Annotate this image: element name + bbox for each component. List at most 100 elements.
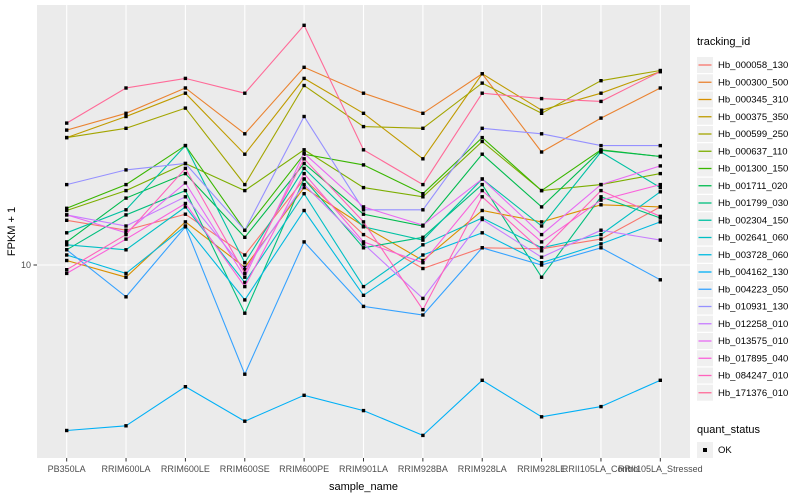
data-point bbox=[658, 205, 662, 209]
data-point bbox=[124, 213, 128, 217]
data-point bbox=[480, 246, 484, 250]
data-point bbox=[480, 231, 484, 235]
data-point bbox=[65, 208, 69, 213]
data-point bbox=[243, 235, 247, 239]
x-tick-label-1: RRIM600LA bbox=[102, 464, 151, 474]
data-point bbox=[421, 111, 425, 115]
data-point bbox=[599, 79, 603, 83]
x-tick-label-4: RRIM600PE bbox=[279, 464, 329, 474]
data-point bbox=[539, 108, 544, 112]
data-point bbox=[599, 198, 603, 202]
legend-label-Hb_001711_020: Hb_001711_020 bbox=[718, 181, 788, 192]
data-point bbox=[599, 404, 603, 409]
data-point bbox=[183, 205, 188, 209]
data-point bbox=[599, 246, 603, 250]
data-point bbox=[658, 190, 662, 194]
data-point bbox=[65, 135, 69, 140]
data-point bbox=[421, 261, 425, 265]
data-point bbox=[658, 378, 662, 382]
data-point bbox=[361, 408, 366, 413]
data-point bbox=[599, 228, 603, 232]
y-tick-label-0: 10 bbox=[21, 260, 31, 270]
data-point bbox=[65, 240, 69, 244]
data-point bbox=[539, 255, 544, 259]
data-point bbox=[243, 311, 247, 315]
data-point bbox=[361, 91, 366, 95]
legend-label-Hb_000375_350: Hb_000375_350 bbox=[718, 112, 788, 123]
legend-label-Hb_000637_110: Hb_000637_110 bbox=[718, 146, 788, 157]
data-point bbox=[421, 296, 425, 301]
data-point bbox=[480, 208, 484, 213]
data-point bbox=[480, 195, 484, 199]
data-point bbox=[539, 132, 544, 136]
data-point bbox=[183, 220, 188, 224]
data-point bbox=[302, 182, 306, 187]
data-point bbox=[124, 196, 128, 200]
data-point bbox=[658, 182, 662, 187]
series-Hb_004162_130 bbox=[65, 378, 662, 438]
data-point bbox=[65, 213, 69, 217]
data-point bbox=[539, 111, 544, 115]
legend-title-quant-status: quant_status bbox=[697, 424, 760, 436]
data-point bbox=[243, 280, 247, 285]
data-point bbox=[421, 433, 425, 438]
legend-label-Hb_002304_150: Hb_002304_150 bbox=[718, 215, 788, 226]
legend-label-Hb_017895_040: Hb_017895_040 bbox=[718, 353, 788, 364]
data-point bbox=[124, 424, 128, 428]
data-point bbox=[183, 188, 188, 193]
legend-label-Hb_004162_130: Hb_004162_130 bbox=[718, 267, 788, 278]
data-point bbox=[361, 212, 366, 216]
data-point bbox=[480, 72, 484, 76]
data-point bbox=[599, 150, 603, 154]
legend-label-Hb_012258_010: Hb_012258_010 bbox=[718, 319, 788, 330]
data-point bbox=[243, 275, 247, 279]
data-point bbox=[539, 415, 544, 419]
data-point bbox=[65, 243, 69, 247]
data-point bbox=[539, 232, 544, 237]
data-point bbox=[480, 182, 484, 187]
data-point bbox=[480, 378, 484, 382]
data-point bbox=[599, 143, 603, 148]
data-point bbox=[183, 201, 188, 206]
data-point bbox=[124, 275, 128, 279]
data-point bbox=[599, 91, 603, 95]
x-tick-label-6: RRIM928BA bbox=[398, 464, 448, 474]
data-point bbox=[243, 228, 247, 232]
data-point bbox=[124, 248, 128, 252]
data-point bbox=[302, 208, 306, 213]
data-point bbox=[658, 278, 662, 282]
data-point bbox=[302, 148, 306, 152]
data-point bbox=[658, 164, 662, 168]
data-point bbox=[539, 220, 544, 224]
series-Hb_000599_250 bbox=[65, 68, 662, 187]
x-tick-label-3: RRIM600SE bbox=[220, 464, 270, 474]
data-point bbox=[65, 182, 69, 187]
data-point bbox=[361, 284, 366, 289]
x-tick-label-10: RRII105LA_Stressed bbox=[618, 464, 703, 474]
data-point bbox=[65, 268, 69, 272]
data-point bbox=[65, 428, 69, 433]
data-point bbox=[421, 258, 425, 263]
data-point bbox=[65, 253, 69, 257]
data-point bbox=[65, 121, 69, 125]
data-point bbox=[124, 168, 128, 172]
data-point bbox=[183, 143, 188, 148]
data-point bbox=[183, 166, 188, 171]
y-axis-title: FPKM + 1 bbox=[6, 207, 18, 256]
data-point bbox=[183, 212, 188, 216]
data-point bbox=[539, 188, 544, 193]
data-point bbox=[124, 111, 128, 115]
data-point bbox=[480, 139, 484, 144]
data-point bbox=[302, 23, 306, 27]
data-point bbox=[124, 232, 128, 237]
data-point bbox=[183, 181, 188, 185]
data-point bbox=[243, 261, 247, 265]
data-point bbox=[480, 217, 484, 222]
data-point bbox=[65, 271, 69, 276]
series-Hb_010931_130 bbox=[65, 114, 662, 232]
data-point bbox=[124, 208, 128, 212]
data-point bbox=[243, 132, 247, 136]
data-point bbox=[599, 237, 603, 241]
data-point bbox=[480, 91, 484, 95]
